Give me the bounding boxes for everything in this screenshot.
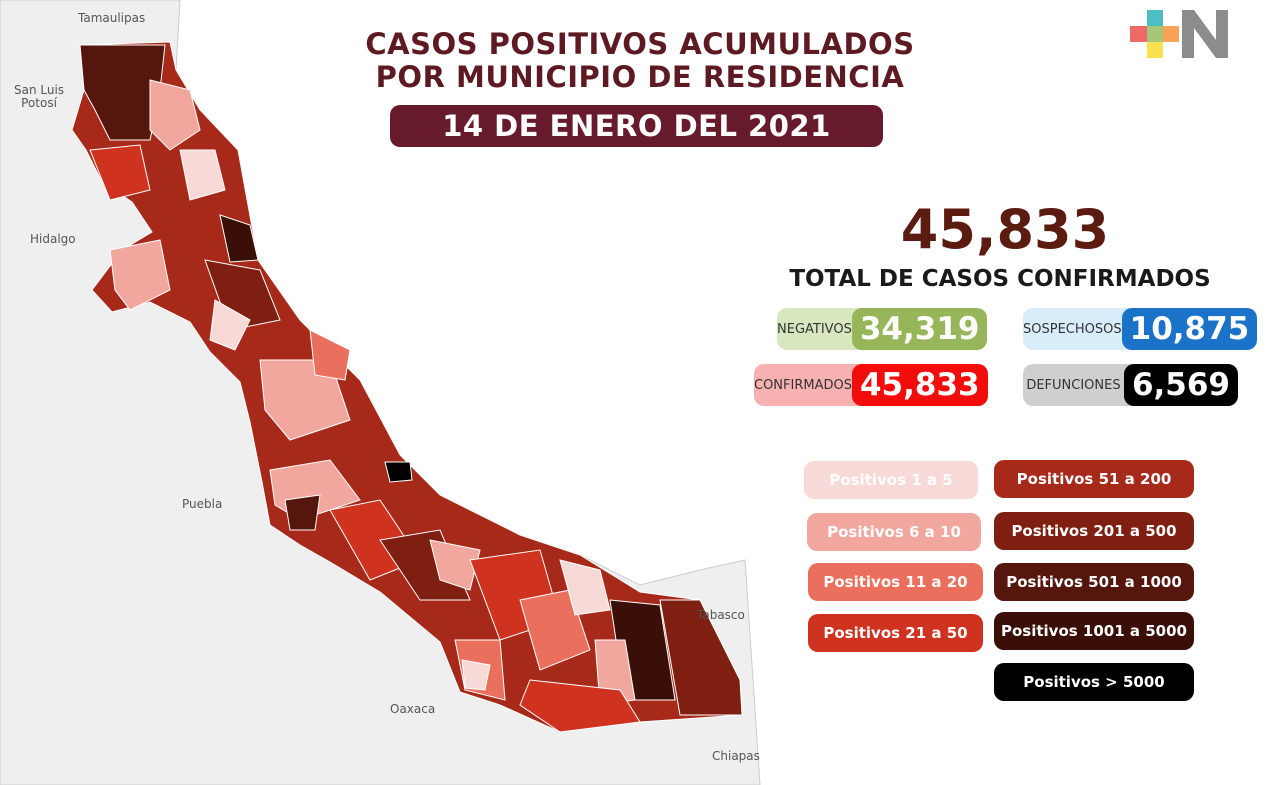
title-line-1: CASOS POSITIVOS ACUMULADOS xyxy=(365,27,915,61)
stat-sospechosos: SOSPECHOSOS 10,875 xyxy=(1023,308,1258,350)
legend-item: Positivos > 5000 xyxy=(994,663,1194,701)
total-cases-label: TOTAL DE CASOS CONFIRMADOS xyxy=(789,266,1211,292)
legend-item: Positivos 501 a 1000 xyxy=(994,563,1194,601)
state-label-tamaulipas: Tamaulipas xyxy=(78,11,146,25)
stat-label: NEGATIVOS xyxy=(777,321,852,337)
veracruz-map xyxy=(0,0,761,785)
state-label-puebla: Puebla xyxy=(182,497,223,511)
state-label-chiapas: Chiapas xyxy=(712,749,760,763)
legend-item: Positivos 21 a 50 xyxy=(808,614,983,652)
state-label-line: San Luis xyxy=(14,83,65,97)
date-banner: 14 DE ENERO DEL 2021 xyxy=(390,105,883,147)
state-label-oaxaca: Oaxaca xyxy=(390,702,436,716)
municipality-regions xyxy=(79,44,743,733)
stat-defunciones: DEFUNCIONES 6,569 xyxy=(1023,364,1238,406)
stat-confirmados: CONFIRMADOS 45,833 xyxy=(754,364,988,406)
state-label-hidalgo: Hidalgo xyxy=(30,232,76,246)
stat-label: DEFUNCIONES xyxy=(1026,377,1121,393)
state-label-line: Potosí xyxy=(21,96,57,110)
stat-value: 34,319 xyxy=(851,308,988,350)
legend-item: Positivos 11 a 20 xyxy=(808,563,983,601)
legend-item: Positivos 1 a 5 xyxy=(804,461,978,499)
page-title: CASOS POSITIVOS ACUMULADOS POR MUNICIPIO… xyxy=(340,28,940,94)
title-line-2: POR MUNICIPIO DE RESIDENCIA xyxy=(375,60,905,94)
legend-item: Positivos 6 a 10 xyxy=(807,513,981,551)
total-cases-number: 45,833 xyxy=(900,198,1110,261)
state-label-san-luis-potosi: San Luis Potosí xyxy=(14,84,64,110)
stat-label: SOSPECHOSOS xyxy=(1023,321,1122,337)
stat-value: 10,875 xyxy=(1121,308,1258,350)
state-label-tabasco: Tabasco xyxy=(697,608,745,622)
stat-negativos: NEGATIVOS 34,319 xyxy=(777,308,988,350)
stat-value: 6,569 xyxy=(1123,364,1238,406)
legend-item: Positivos 1001 a 5000 xyxy=(994,612,1194,650)
legend-item: Positivos 51 a 200 xyxy=(994,460,1194,498)
stat-label: CONFIRMADOS xyxy=(754,377,852,393)
legend-item: Positivos 201 a 500 xyxy=(994,512,1194,550)
nuevo-logo xyxy=(1130,10,1230,64)
stat-value: 45,833 xyxy=(851,364,988,406)
